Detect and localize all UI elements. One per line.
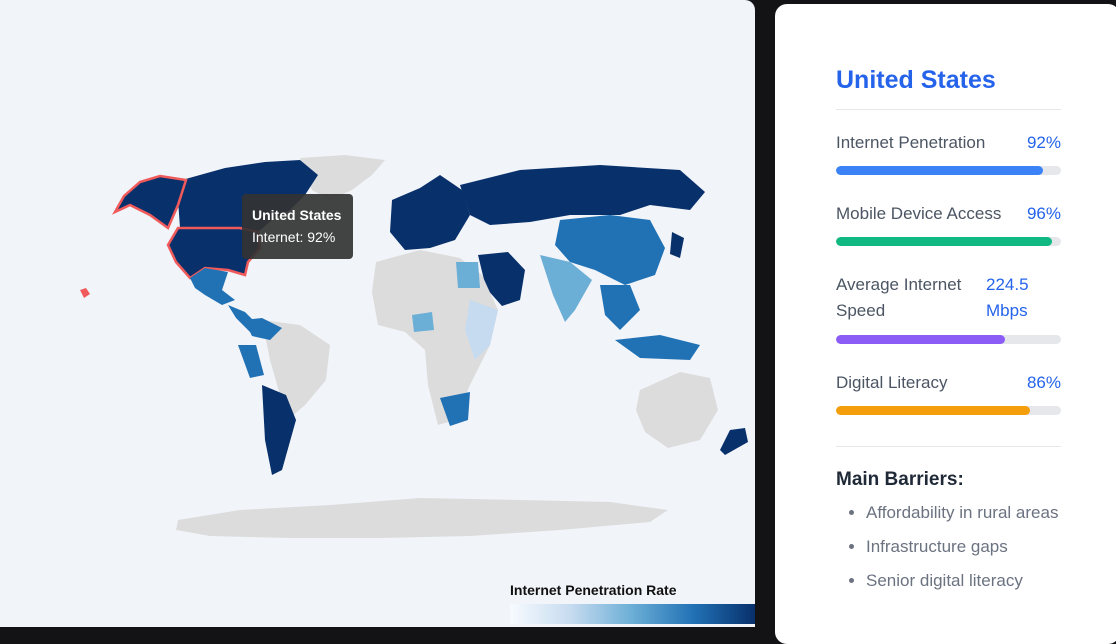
- region-africa[interactable]: [372, 250, 498, 425]
- metric-label: Average Internet Speed: [836, 275, 962, 320]
- progress-fill: [836, 237, 1052, 246]
- country-new-zealand[interactable]: [720, 428, 748, 455]
- country-peru[interactable]: [238, 345, 264, 378]
- country-australia[interactable]: [636, 372, 718, 448]
- barrier-item: Senior digital literacy: [866, 568, 1091, 594]
- metric-value: 224.5 Mbps: [986, 275, 1029, 320]
- country-colombia-venezuela[interactable]: [244, 318, 282, 340]
- progress-fill: [836, 406, 1030, 415]
- metric-value: 86%: [1026, 373, 1061, 392]
- barriers-list: Affordability in rural areas Infrastruct…: [836, 500, 1091, 602]
- country-south-africa[interactable]: [440, 392, 470, 426]
- map-tooltip: United States Internet: 92%: [242, 194, 353, 259]
- progress-track: [836, 237, 1061, 246]
- country-chile-argentina[interactable]: [262, 385, 296, 475]
- country-title: United States: [836, 66, 996, 94]
- metric-average-internet-speed: Average Internet Speed 224.5 Mbps: [836, 272, 1061, 347]
- legend-title: Internet Penetration Rate: [510, 582, 677, 598]
- country-egypt[interactable]: [456, 262, 480, 288]
- metric-value: 92%: [1026, 133, 1061, 152]
- country-usa[interactable]: [166, 226, 262, 280]
- country-china[interactable]: [555, 215, 665, 285]
- metric-value: 96%: [1026, 204, 1061, 223]
- country-usa-hawaii[interactable]: [80, 288, 90, 298]
- progress-fill: [836, 335, 1005, 344]
- map-legend: Internet Penetration Rate: [510, 582, 755, 627]
- country-nigeria[interactable]: [412, 312, 434, 332]
- country-russia[interactable]: [460, 165, 705, 225]
- country-india[interactable]: [540, 255, 592, 322]
- region-middle-east[interactable]: [478, 252, 525, 306]
- country-east-africa[interactable]: [465, 300, 498, 360]
- barrier-item: Infrastructure gaps: [866, 534, 1091, 560]
- title-divider: [836, 109, 1061, 110]
- metric-mobile-device-access: Mobile Device Access 96%: [836, 201, 1061, 251]
- country-greenland[interactable]: [300, 155, 385, 200]
- barriers-title: Main Barriers:: [836, 469, 964, 490]
- metric-digital-literacy: Digital Literacy 86%: [836, 370, 1061, 420]
- region-europe[interactable]: [390, 175, 470, 250]
- world-map[interactable]: [0, 0, 755, 627]
- legend-color-scale: [510, 604, 755, 624]
- country-info-panel: United States Internet Penetration 92% M…: [775, 4, 1116, 644]
- progress-fill: [836, 166, 1043, 175]
- region-indonesia[interactable]: [615, 335, 700, 360]
- country-brazil[interactable]: [262, 320, 330, 418]
- progress-track: [836, 335, 1061, 344]
- region-antarctica[interactable]: [176, 498, 668, 538]
- tooltip-country: United States: [252, 207, 342, 223]
- world-map-panel: United States Internet: 92% Internet Pen…: [0, 0, 755, 627]
- progress-track: [836, 406, 1061, 415]
- country-mexico[interactable]: [190, 268, 235, 305]
- barrier-item: Affordability in rural areas: [866, 500, 1091, 526]
- metric-internet-penetration: Internet Penetration 92%: [836, 130, 1061, 180]
- region-southeast-asia[interactable]: [600, 285, 640, 330]
- metric-label: Mobile Device Access: [836, 204, 1002, 223]
- country-usa-alaska[interactable]: [112, 174, 188, 230]
- progress-track: [836, 166, 1061, 175]
- country-japan[interactable]: [670, 232, 684, 258]
- section-divider: [836, 446, 1061, 447]
- tooltip-value: Internet: 92%: [252, 229, 336, 245]
- metric-label: Internet Penetration: [836, 133, 986, 152]
- metric-label: Digital Literacy: [836, 373, 948, 392]
